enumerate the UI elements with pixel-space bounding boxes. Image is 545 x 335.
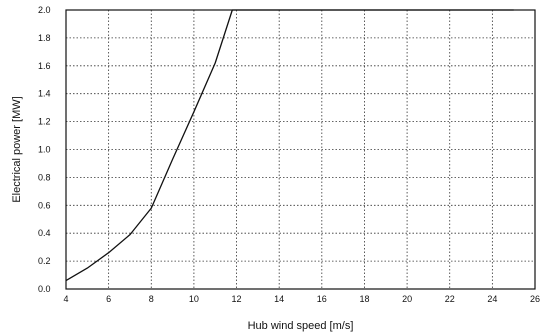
y-axis-ticks: 0.0 0.2 0.4 0.6 0.8 1.0 1.2 1.4 1.6 1.8 2.0 bbox=[38, 5, 51, 294]
x-tick-label: 10 bbox=[189, 294, 199, 304]
y-tick-label: 0.4 bbox=[38, 228, 51, 238]
series-group bbox=[65, 9, 514, 282]
x-tick-label: 18 bbox=[359, 294, 369, 304]
y-tick-label: 1.2 bbox=[38, 117, 51, 127]
y-tick-label: 1.6 bbox=[38, 61, 51, 71]
y-tick-label: 0.8 bbox=[38, 172, 51, 182]
series-line-0 bbox=[65, 9, 514, 282]
x-axis-ticks: 4 6 8 10 12 14 16 18 20 22 24 26 bbox=[63, 294, 540, 304]
y-tick-label: 2.0 bbox=[38, 5, 51, 15]
y-tick-label: 1.8 bbox=[38, 33, 51, 43]
y-tick-label: 1.0 bbox=[38, 145, 51, 155]
y-tick-label: 0.2 bbox=[38, 256, 51, 266]
y-tick-label: 1.4 bbox=[38, 89, 51, 99]
x-tick-label: 26 bbox=[530, 294, 540, 304]
x-tick-label: 16 bbox=[317, 294, 327, 304]
x-tick-label: 22 bbox=[445, 294, 455, 304]
x-tick-label: 20 bbox=[402, 294, 412, 304]
x-tick-label: 6 bbox=[106, 294, 111, 304]
x-tick-label: 12 bbox=[232, 294, 242, 304]
grid-lines bbox=[66, 10, 535, 289]
x-tick-label: 8 bbox=[149, 294, 154, 304]
x-tick-label: 24 bbox=[487, 294, 497, 304]
x-tick-label: 14 bbox=[274, 294, 284, 304]
y-tick-label: 0.6 bbox=[38, 200, 51, 210]
y-axis-title: Electrical power [MW] bbox=[11, 96, 23, 202]
x-axis-title: Hub wind speed [m/s] bbox=[248, 320, 354, 332]
x-tick-label: 4 bbox=[63, 294, 68, 304]
y-tick-label: 0.0 bbox=[38, 284, 51, 294]
